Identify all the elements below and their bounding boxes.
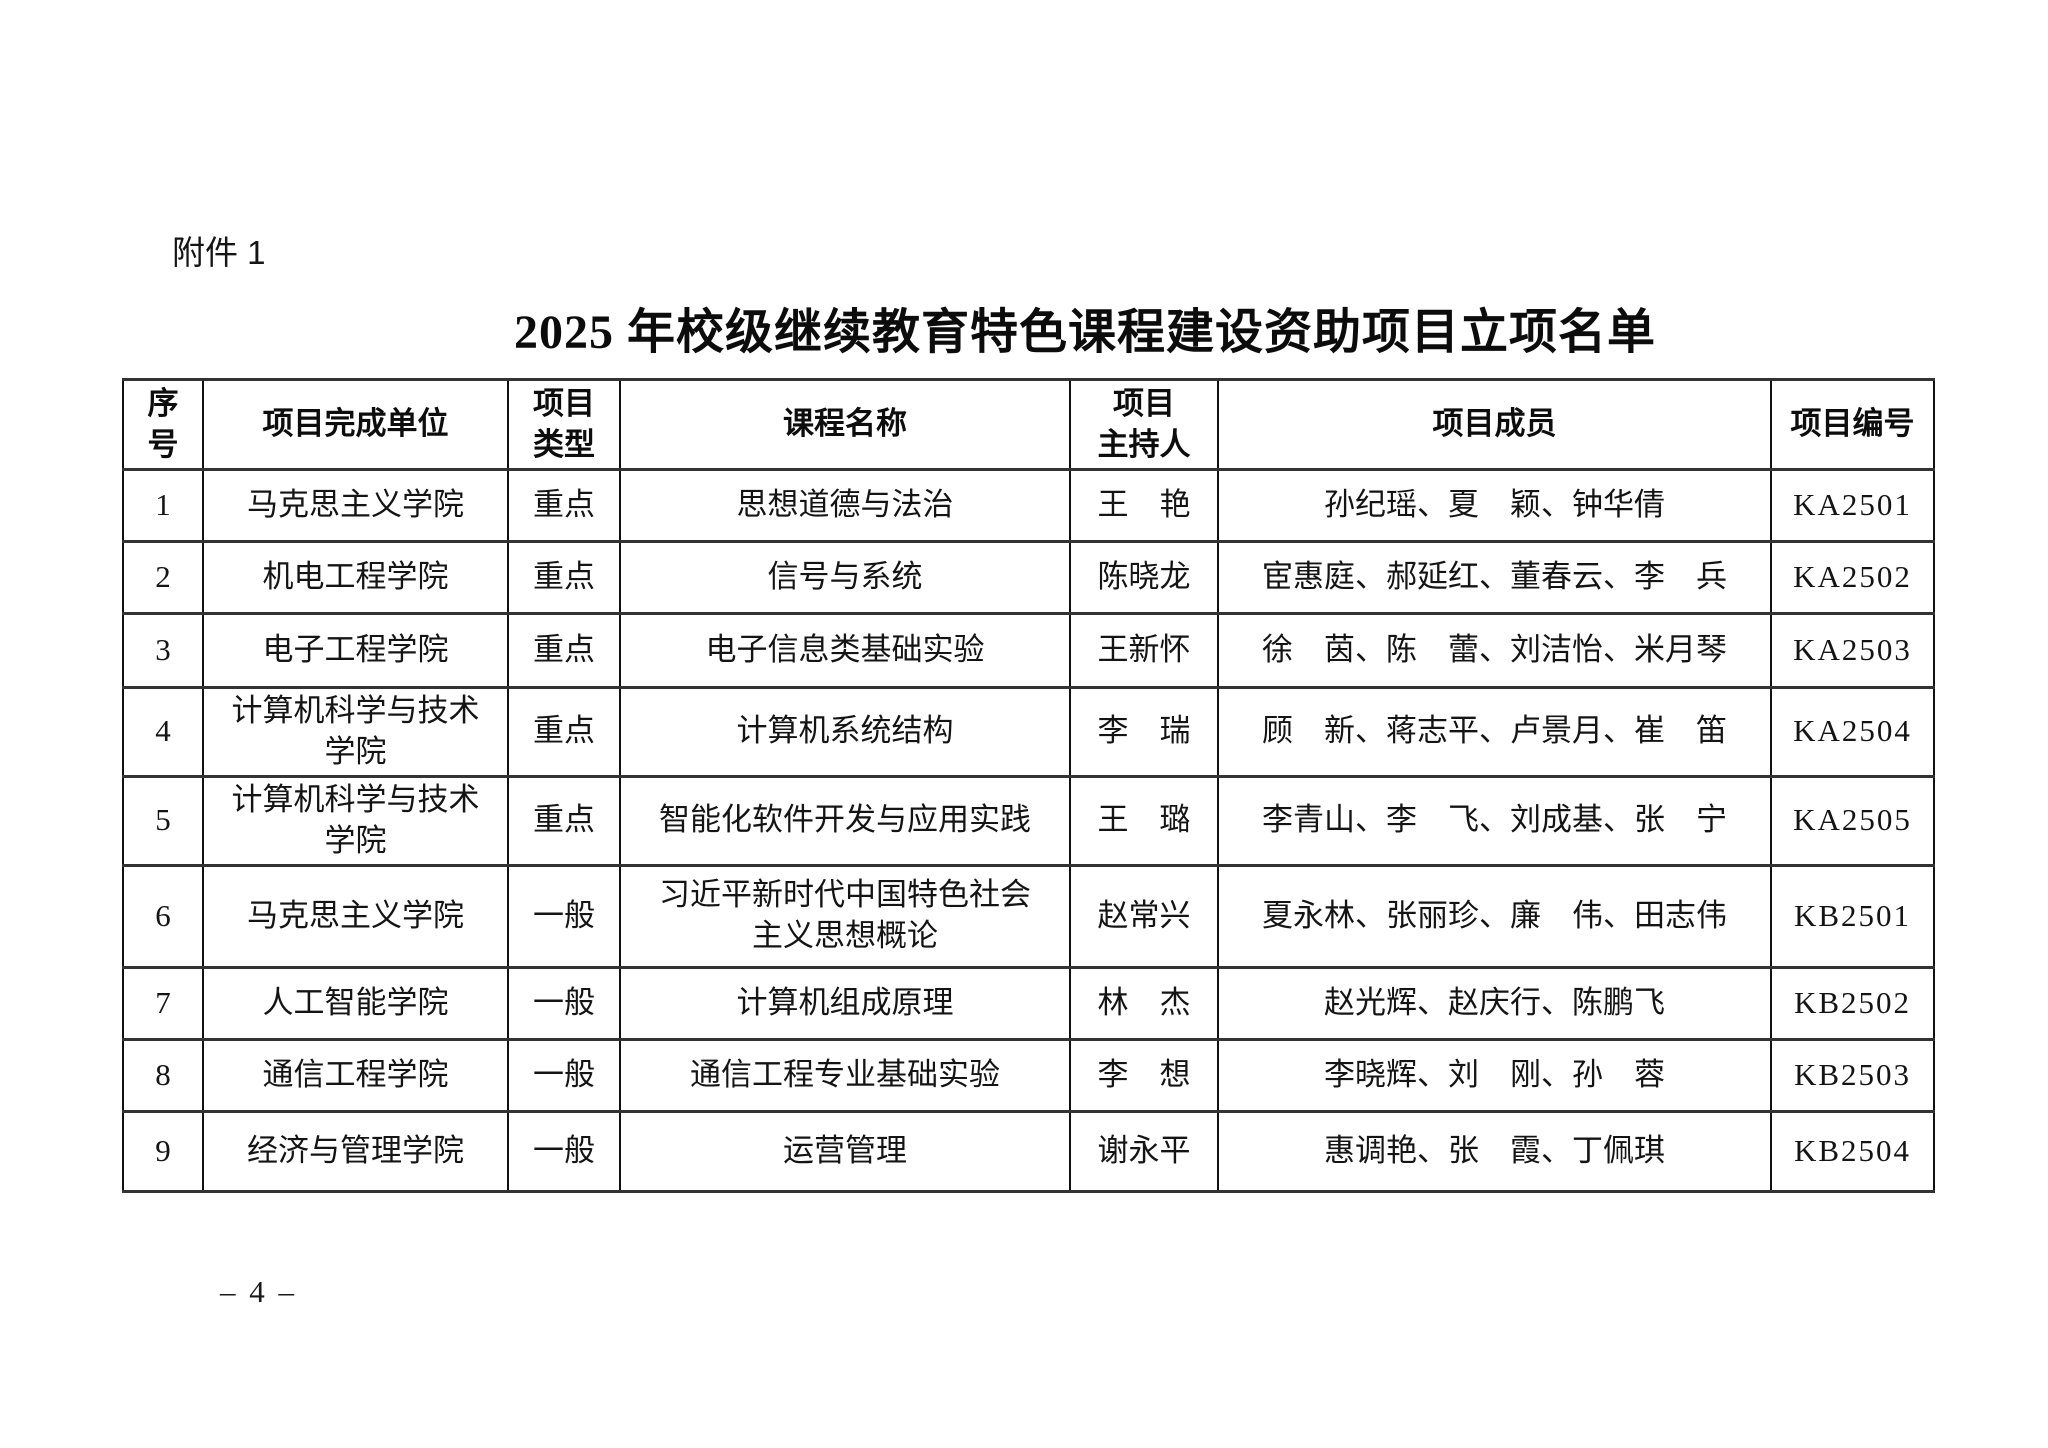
members-cell: 顾 新、蒋志平、卢景月、崔 笛 [1217,686,1772,778]
code-cell: KB2501 [1770,863,1935,969]
unit-cell: 计算机科学与技术 学院 [202,686,509,778]
table-row: 9 经济与管理学院 一般 运营管理 谢永平 惠调艳、张 霞、丁佩琪 KB2504 [122,1109,1935,1193]
table-row: 6 马克思主义学院 一般 习近平新时代中国特色社会 主义思想概论 赵常兴 夏永林… [122,863,1935,969]
leader-cell: 李 想 [1069,1037,1219,1113]
leader-cell: 谢永平 [1069,1109,1219,1193]
members-cell: 惠调艳、张 霞、丁佩琪 [1217,1109,1772,1193]
leader-cell: 王 璐 [1069,774,1219,867]
course-cell: 电子信息类基础实验 [619,612,1071,689]
table-row: 2 机电工程学院 重点 信号与系统 陈晓龙 宦惠庭、郝延红、董春云、李 兵 KA… [122,540,1935,615]
leader-cell: 王新怀 [1069,612,1219,689]
code-cell: KB2504 [1770,1109,1935,1193]
seq-cell: 3 [122,612,204,689]
table-row: 8 通信工程学院 一般 通信工程专业基础实验 李 想 李晓辉、刘 刚、孙 蓉 K… [122,1037,1935,1113]
unit-cell: 经济与管理学院 [202,1109,509,1193]
header-seq: 序 号 [122,378,204,471]
members-cell: 宦惠庭、郝延红、董春云、李 兵 [1217,540,1772,615]
seq-cell: 8 [122,1037,204,1113]
course-cell: 信号与系统 [619,540,1071,615]
leader-cell: 林 杰 [1069,965,1219,1041]
unit-cell: 计算机科学与技术 学院 [202,774,509,867]
table-row: 5 计算机科学与技术 学院 重点 智能化软件开发与应用实践 王 璐 李青山、李 … [122,774,1935,867]
type-cell: 一般 [507,1037,621,1113]
document-title: 2025 年校级继续教育特色课程建设资助项目立项名单 [513,306,1656,359]
unit-cell: 马克思主义学院 [202,863,509,969]
type-cell: 重点 [507,468,621,543]
seq-cell: 9 [122,1109,204,1193]
code-cell: KA2504 [1770,686,1935,778]
course-cell: 思想道德与法治 [619,468,1071,543]
type-cell: 一般 [507,1109,621,1193]
project-table: 序 号 项目完成单位 项目 类型 课程名称 项目 主持人 项目成员 项目编号 1… [122,378,1935,1193]
members-cell: 李青山、李 飞、刘成基、张 宁 [1217,774,1772,867]
unit-cell: 人工智能学院 [202,965,509,1041]
seq-cell: 1 [122,468,204,543]
members-cell: 李晓辉、刘 刚、孙 蓉 [1217,1037,1772,1113]
code-cell: KA2503 [1770,612,1935,689]
members-cell: 孙纪瑶、夏 颖、钟华倩 [1217,468,1772,543]
header-course: 课程名称 [619,378,1071,471]
course-cell: 智能化软件开发与应用实践 [619,774,1071,867]
type-cell: 一般 [507,965,621,1041]
code-cell: KB2503 [1770,1037,1935,1113]
seq-cell: 2 [122,540,204,615]
members-cell: 徐 茵、陈 蕾、刘洁怡、米月琴 [1217,612,1772,689]
table-row: 1 马克思主义学院 重点 思想道德与法治 王 艳 孙纪瑶、夏 颖、钟华倩 KA2… [122,468,1935,543]
course-cell: 计算机系统结构 [619,686,1071,778]
type-cell: 重点 [507,686,621,778]
leader-cell: 李 瑞 [1069,686,1219,778]
code-cell: KB2502 [1770,965,1935,1041]
unit-cell: 机电工程学院 [202,540,509,615]
unit-cell: 电子工程学院 [202,612,509,689]
unit-cell: 通信工程学院 [202,1037,509,1113]
unit-cell: 马克思主义学院 [202,468,509,543]
members-cell: 夏永林、张丽珍、廉 伟、田志伟 [1217,863,1772,969]
header-type: 项目 类型 [507,378,621,471]
course-cell: 运营管理 [619,1109,1071,1193]
page-number: – 4 – [220,1274,297,1309]
type-cell: 重点 [507,540,621,615]
course-cell: 计算机组成原理 [619,965,1071,1041]
header-leader: 项目 主持人 [1069,378,1219,471]
leader-cell: 王 艳 [1069,468,1219,543]
course-cell: 通信工程专业基础实验 [619,1037,1071,1113]
type-cell: 重点 [507,774,621,867]
seq-cell: 5 [122,774,204,867]
seq-cell: 4 [122,686,204,778]
course-cell: 习近平新时代中国特色社会 主义思想概论 [619,863,1071,969]
attachment-label: 附件 1 [172,234,266,271]
header-members: 项目成员 [1217,378,1772,471]
type-cell: 一般 [507,863,621,969]
leader-cell: 陈晓龙 [1069,540,1219,615]
code-cell: KA2501 [1770,468,1935,543]
table-row: 4 计算机科学与技术 学院 重点 计算机系统结构 李 瑞 顾 新、蒋志平、卢景月… [122,686,1935,778]
type-cell: 重点 [507,612,621,689]
header-code: 项目编号 [1770,378,1935,471]
header-row: 序 号 项目完成单位 项目 类型 课程名称 项目 主持人 项目成员 项目编号 [122,378,1935,471]
leader-cell: 赵常兴 [1069,863,1219,969]
project-table-container: 序 号 项目完成单位 项目 类型 课程名称 项目 主持人 项目成员 项目编号 1… [122,378,1935,1193]
code-cell: KA2502 [1770,540,1935,615]
seq-cell: 7 [122,965,204,1041]
seq-cell: 6 [122,863,204,969]
table-row: 3 电子工程学院 重点 电子信息类基础实验 王新怀 徐 茵、陈 蕾、刘洁怡、米月… [122,612,1935,689]
members-cell: 赵光辉、赵庆行、陈鹏飞 [1217,965,1772,1041]
header-unit: 项目完成单位 [202,378,509,471]
code-cell: KA2505 [1770,774,1935,867]
table-row: 7 人工智能学院 一般 计算机组成原理 林 杰 赵光辉、赵庆行、陈鹏飞 KB25… [122,965,1935,1041]
